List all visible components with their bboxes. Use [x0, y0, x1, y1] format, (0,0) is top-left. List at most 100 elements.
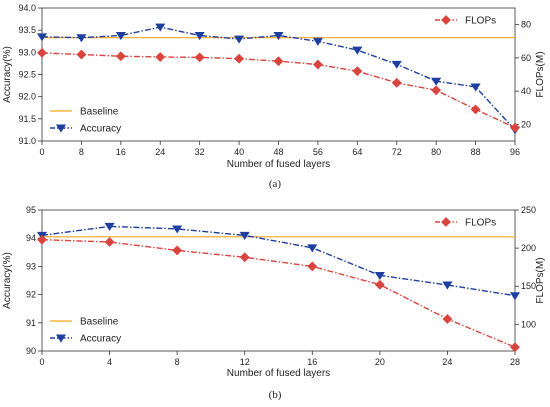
figure-caption: (a) [269, 178, 282, 190]
accuracy-data-point [391, 60, 402, 69]
x-tick-label: 64 [352, 147, 362, 157]
flops-data-point [76, 49, 87, 60]
accuracy-data-point [239, 231, 250, 240]
accuracy-data-point [155, 23, 166, 32]
x-tick-label: 56 [313, 147, 323, 157]
x-tick-label: 24 [155, 147, 165, 157]
flops-data-point [234, 53, 245, 64]
x-tick-label: 48 [273, 147, 283, 157]
y2-axis-label: FLOPs(M) [535, 51, 546, 97]
x-tick-label: 88 [471, 147, 481, 157]
y-axis-label: Accuracy(%) [2, 252, 13, 309]
accuracy-data-point [509, 292, 521, 301]
accuracy-data-point [104, 222, 115, 231]
x-tick-label: 0 [39, 357, 44, 367]
legend-flops-marker [441, 217, 451, 227]
x-tick-label: 0 [39, 147, 44, 157]
x-tick-label: 8 [79, 147, 84, 157]
y-tick-label: 92.5 [18, 70, 36, 80]
chart-b: 0 4 8 12 16 20 24 28 90 91 92 93 94 95 100 150 200 250 Num… [2, 205, 546, 401]
accuracy-data-point [470, 83, 481, 92]
flops-data-point [510, 342, 520, 353]
flops-data-point [115, 51, 126, 62]
flops-data-point [273, 56, 284, 67]
accuracy-data-point [312, 37, 323, 46]
flops-data-point [307, 261, 318, 272]
accuracy-data-point [431, 77, 442, 86]
accuracy-data-point [234, 35, 245, 44]
x-tick-label: 20 [375, 357, 385, 367]
flops-data-point [312, 59, 323, 70]
y-tick-label: 95 [26, 205, 36, 215]
y-tick-label: 93 [26, 261, 36, 271]
flops-data-point [194, 52, 205, 63]
flops-data-point [37, 47, 47, 58]
legend-flops-label: FLOPs [465, 218, 496, 229]
flops-data-point [374, 279, 385, 290]
y-tick-label: 91 [26, 318, 36, 328]
legend-accuracy-marker [55, 124, 67, 133]
y-tick-label: 94.0 [18, 3, 36, 13]
x-axis-label: Number of fused layers [227, 368, 330, 379]
legend-accuracy-label: Accuracy [80, 334, 121, 345]
x-tick-label: 28 [510, 357, 520, 367]
flops-data-point [442, 314, 453, 324]
y-tick-label: 92 [26, 290, 36, 300]
y-tick-label: 93.5 [18, 25, 36, 35]
accuracy-data-point [76, 34, 87, 43]
flops-data-point [37, 234, 47, 245]
accuracy-data-point [442, 281, 453, 290]
flops-data-point [172, 245, 183, 256]
legend-accuracy-marker [55, 334, 67, 343]
legend-accuracy-label: Accuracy [80, 124, 121, 135]
accuracy-data-point [374, 271, 385, 281]
x-tick-label: 80 [431, 147, 441, 157]
y-tick-label: 92.0 [18, 92, 36, 102]
y2-tick-label: 100 [521, 319, 536, 329]
y2-tick-label: 60 [521, 53, 531, 63]
y2-tick-label: 80 [521, 20, 531, 30]
accuracy-data-point [115, 32, 126, 41]
y-tick-label: 91.0 [18, 136, 36, 146]
legend-baseline-label: Baseline [80, 107, 119, 118]
x-tick-label: 12 [240, 357, 250, 367]
accuracy-data-point [352, 46, 363, 55]
x-tick-label: 16 [116, 147, 126, 157]
y-axis-label: Accuracy(%) [2, 46, 13, 103]
legend-baseline-label: Baseline [80, 317, 119, 328]
flops-data-point [104, 237, 115, 247]
flops-data-point [239, 252, 250, 263]
accuracy-data-point [273, 32, 284, 41]
accuracy-data-point [307, 244, 318, 253]
x-axis-label: Number of fused layers [227, 159, 330, 170]
plot-frame [41, 7, 516, 142]
y2-tick-label: 150 [521, 281, 536, 291]
flops-data-point [470, 104, 481, 115]
y2-tick-label: 250 [521, 205, 536, 215]
y-tick-label: 90 [26, 346, 36, 356]
y2-axis-label: FLOPs(M) [535, 257, 546, 303]
flops-data-point [352, 66, 363, 77]
x-tick-label: 8 [175, 357, 180, 367]
accuracy-data-point [172, 225, 183, 234]
accuracy-data-point [194, 32, 205, 41]
x-tick-label: 4 [107, 357, 112, 367]
accuracy-data-point [36, 33, 48, 42]
y-tick-label: 93.0 [18, 47, 36, 57]
flops-data-point [431, 85, 442, 96]
x-tick-label: 96 [510, 147, 520, 157]
plot-frame [41, 209, 516, 352]
y2-tick-label: 20 [521, 119, 531, 129]
flops-data-point [510, 122, 520, 133]
x-tick-label: 16 [307, 357, 317, 367]
y2-tick-label: 200 [521, 243, 536, 253]
accuracy-series-line [41, 225, 516, 297]
x-tick-label: 32 [195, 147, 205, 157]
x-tick-label: 72 [392, 147, 402, 157]
legend-flops-label: FLOPs [465, 16, 496, 27]
flops-data-point [155, 52, 166, 62]
chart-a: 0 8 16 24 32 40 48 56 64 72 80 88 96 91.0 91.5 92.0 92.5… [2, 3, 546, 190]
figure-caption: (b) [269, 389, 282, 401]
legend-flops-marker [441, 15, 451, 25]
